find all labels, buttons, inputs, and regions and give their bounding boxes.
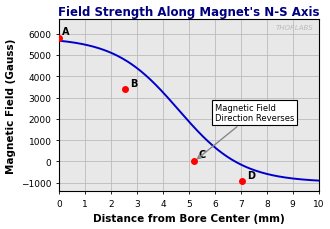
Title: Field Strength Along Magnet's N-S Axis: Field Strength Along Magnet's N-S Axis <box>58 5 320 19</box>
X-axis label: Distance from Bore Center (mm): Distance from Bore Center (mm) <box>93 213 285 224</box>
Text: B: B <box>130 79 138 89</box>
Text: C: C <box>199 150 206 159</box>
Text: THORLABS: THORLABS <box>276 25 314 31</box>
Text: D: D <box>247 170 255 180</box>
Text: A: A <box>62 27 70 36</box>
Text: Magnetic Field
Direction Reverses: Magnetic Field Direction Reverses <box>198 103 294 159</box>
Y-axis label: Magnetic Field (Gauss): Magnetic Field (Gauss) <box>6 38 16 173</box>
